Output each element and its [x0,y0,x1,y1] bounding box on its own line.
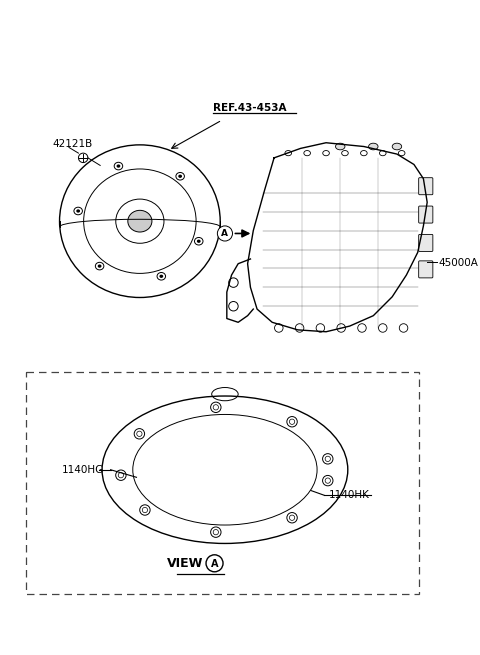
Text: 45000A: 45000A [439,258,479,268]
Ellipse shape [114,162,123,170]
Circle shape [287,513,297,523]
Ellipse shape [74,207,83,215]
Ellipse shape [336,143,345,150]
FancyBboxPatch shape [419,178,433,195]
Circle shape [78,153,88,162]
Ellipse shape [380,151,386,156]
Circle shape [217,226,232,241]
FancyBboxPatch shape [419,261,433,278]
Circle shape [211,402,221,413]
Circle shape [323,454,333,464]
Ellipse shape [398,151,405,156]
Text: 42121B: 42121B [52,139,92,149]
Ellipse shape [159,274,163,278]
FancyBboxPatch shape [419,234,433,252]
Text: 1140HK: 1140HK [329,490,370,500]
Circle shape [337,324,346,332]
Circle shape [323,476,333,486]
FancyBboxPatch shape [419,206,433,223]
Circle shape [399,324,408,332]
Circle shape [379,324,387,332]
Ellipse shape [96,262,104,270]
Text: A: A [211,559,218,569]
Circle shape [206,555,223,572]
Ellipse shape [360,151,367,156]
Circle shape [358,324,366,332]
Ellipse shape [117,164,120,168]
Circle shape [134,428,144,439]
Circle shape [275,324,283,332]
Circle shape [211,527,221,537]
Ellipse shape [392,143,402,150]
Circle shape [228,278,238,288]
Ellipse shape [285,151,291,156]
Circle shape [140,505,150,515]
Circle shape [116,470,126,480]
Text: 1140HG: 1140HG [61,465,104,475]
Ellipse shape [197,240,201,243]
Circle shape [295,324,304,332]
Text: REF.43-453A: REF.43-453A [213,103,286,113]
Circle shape [287,417,297,427]
Ellipse shape [304,151,311,156]
Bar [26,373,419,595]
Ellipse shape [342,151,348,156]
Ellipse shape [176,172,184,180]
Circle shape [228,301,238,311]
Circle shape [316,324,324,332]
Ellipse shape [157,272,166,280]
Ellipse shape [76,210,80,213]
Ellipse shape [178,175,182,178]
Ellipse shape [369,143,378,150]
Text: VIEW: VIEW [167,557,203,570]
Ellipse shape [98,265,101,268]
Ellipse shape [128,210,152,232]
Ellipse shape [194,238,203,245]
Text: A: A [221,229,228,238]
Ellipse shape [323,151,329,156]
